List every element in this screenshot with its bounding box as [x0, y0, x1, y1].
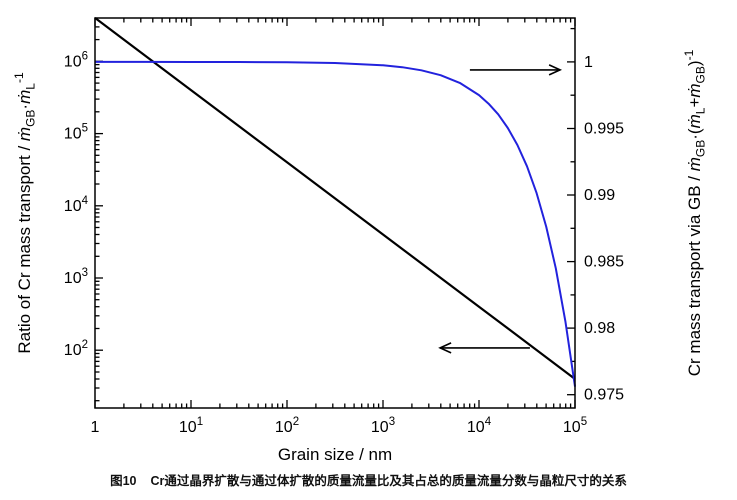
figure-caption: 图10 Cr通过晶界扩散与通过体扩散的质量流量比及其占总的质量流量分数与晶粒尺寸的…: [0, 470, 737, 489]
ratio-line: [94, 17, 576, 380]
x-tick-label: 1: [91, 419, 100, 436]
plot-frame: [94, 17, 576, 409]
x-tick-label: 102: [275, 416, 299, 436]
caption-text: Cr通过晶界扩散与通过体扩散的质量流量比及其占总的质量流量分数与晶粒尺寸的关系: [150, 474, 627, 488]
x-tick-label: 104: [467, 416, 492, 436]
y-right-axis-label: Cr mass transport via GB / ṁGB·(ṁL+ṁG…: [682, 49, 708, 376]
fraction-curve: [95, 60, 576, 387]
y-right-tick-label: 0.995: [584, 121, 624, 138]
y-right-tick-label: 1: [584, 54, 593, 71]
y-left-tick-label: 102: [64, 339, 88, 359]
x-tick-label: 103: [371, 416, 395, 436]
caption-label: 图10: [110, 474, 137, 488]
x-tick-label: 105: [563, 416, 587, 436]
y-right-tick-label: 0.985: [584, 254, 624, 271]
y-right-tick-label: 0.99: [584, 187, 615, 204]
axis-ticks: [94, 18, 576, 408]
y-left-tick-label: 106: [64, 50, 88, 70]
y-left-tick-label: 103: [64, 267, 88, 287]
right-axis-arrow: [469, 64, 563, 76]
y-right-tick-label: 0.98: [584, 320, 615, 337]
x-axis-label: Grain size / nm: [278, 445, 392, 464]
left-axis-arrow: [438, 342, 530, 354]
y-right-tick-label: 0.975: [584, 387, 624, 404]
y-left-axis-label: Ratio of Cr mass transport / ṁGB·ṁL-1: [12, 72, 38, 354]
y-left-tick-label: 104: [64, 195, 89, 215]
y-left-tick-label: 105: [64, 123, 88, 143]
x-tick-label: 101: [179, 416, 203, 436]
tick-labels: 1 101 102 103 104 105 102 103 104 105 106 1 0.995 0.9…: [64, 50, 624, 436]
chart-canvas: 1 101 102 103 104 105 102 103 104 105 106 1 0.995 0.9…: [12, 17, 708, 464]
